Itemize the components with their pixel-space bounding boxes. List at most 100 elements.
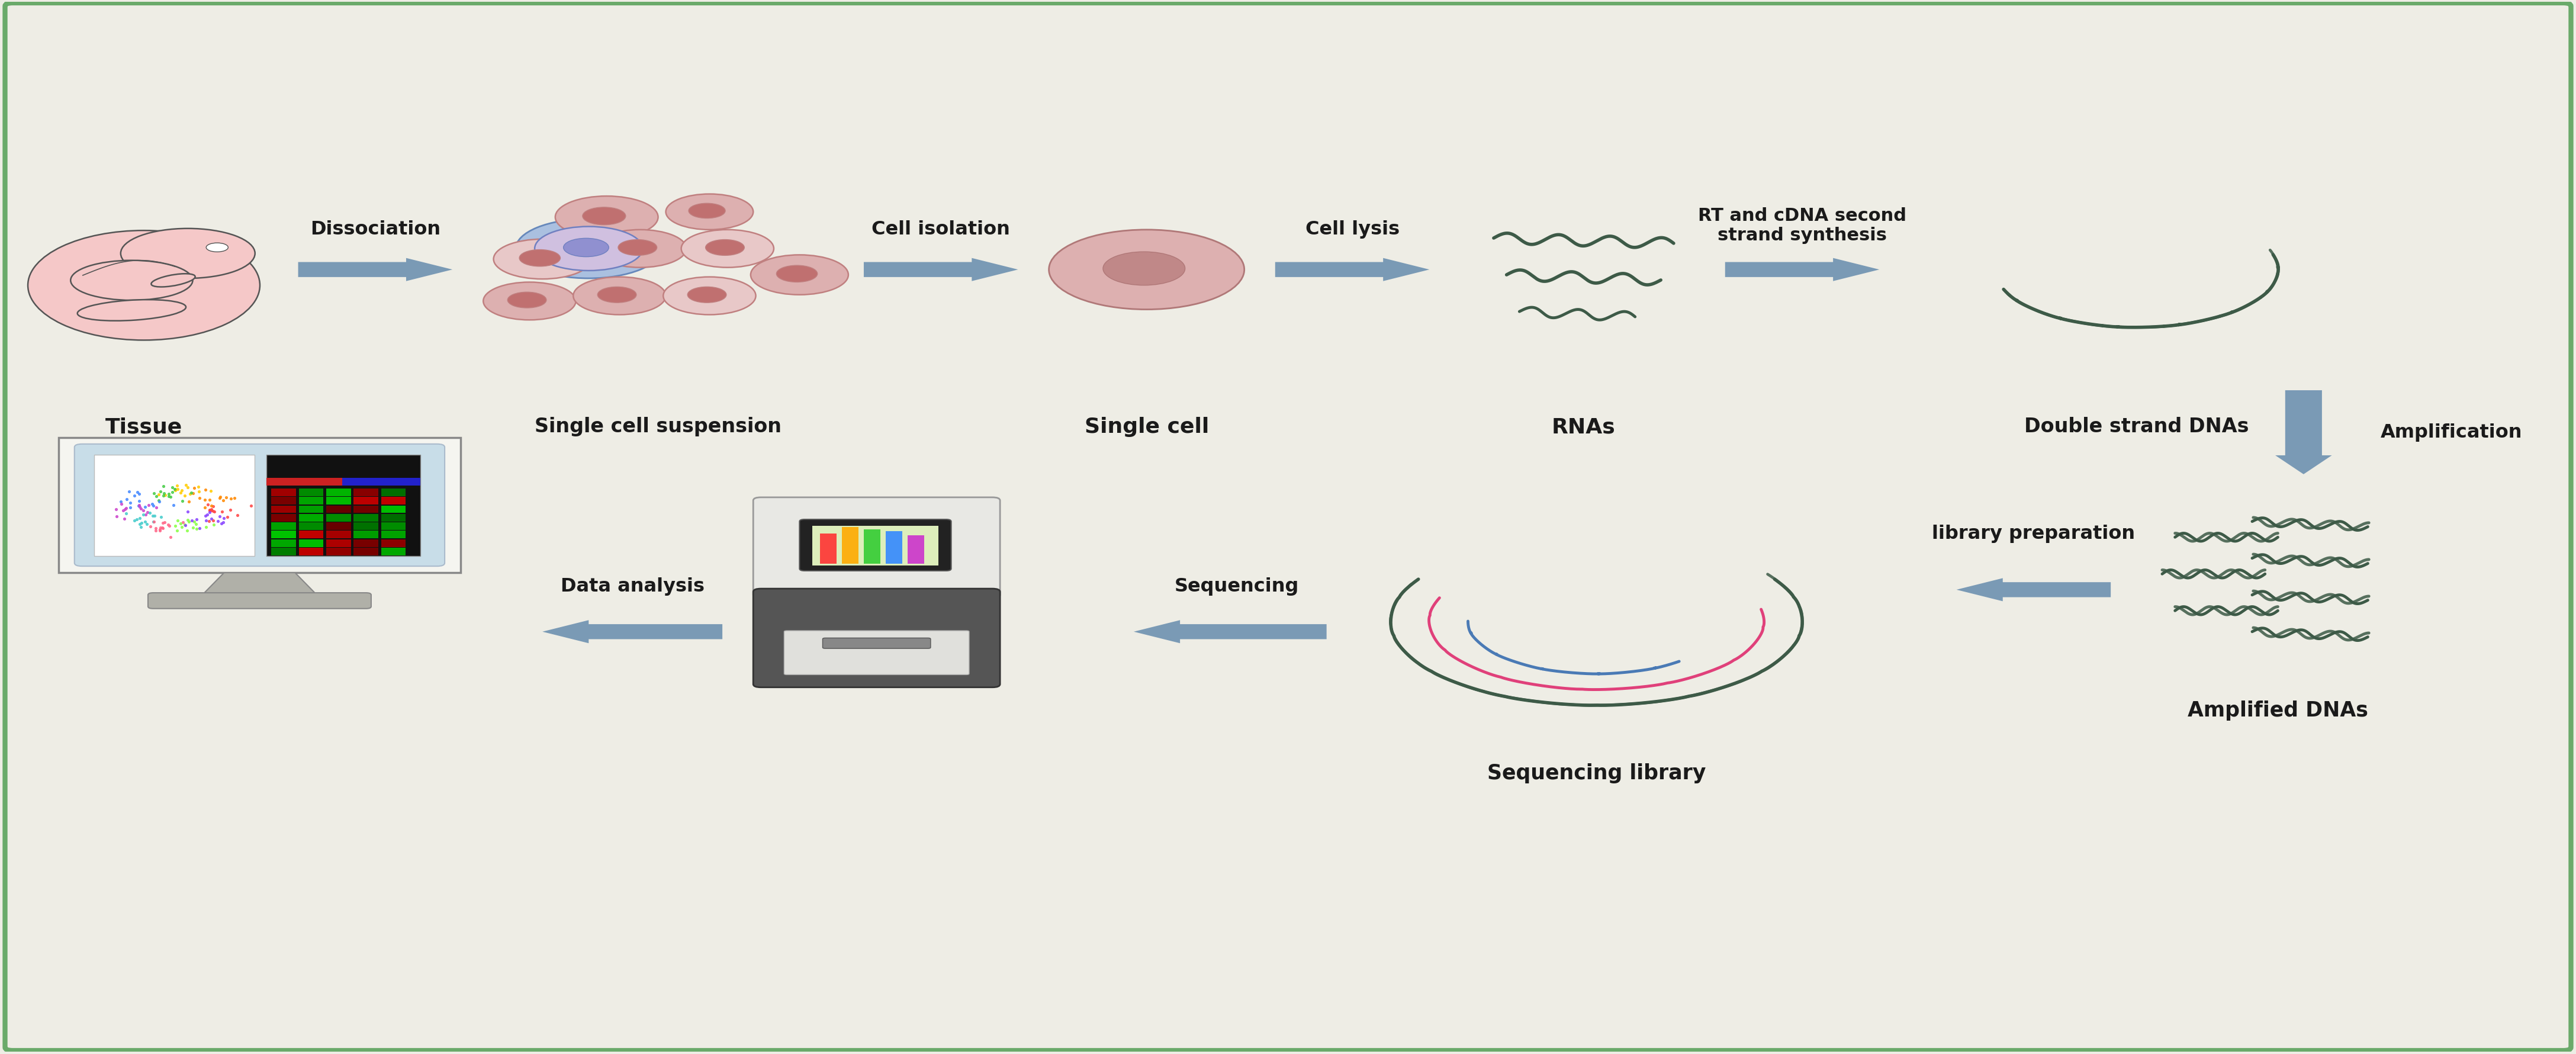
- Point: [178, 490, 219, 507]
- Point: [155, 481, 196, 497]
- Point: [193, 497, 234, 514]
- Point: [165, 516, 206, 533]
- Circle shape: [564, 238, 608, 257]
- Point: [152, 480, 193, 496]
- FancyBboxPatch shape: [353, 506, 379, 513]
- Point: [149, 529, 191, 546]
- FancyBboxPatch shape: [147, 593, 371, 609]
- Point: [201, 515, 242, 532]
- Point: [139, 484, 180, 501]
- Point: [108, 484, 149, 501]
- FancyBboxPatch shape: [822, 639, 930, 648]
- Circle shape: [520, 250, 562, 267]
- Point: [198, 490, 240, 507]
- Point: [118, 497, 160, 514]
- Point: [144, 487, 185, 504]
- Point: [183, 491, 224, 508]
- FancyBboxPatch shape: [327, 514, 350, 522]
- Circle shape: [688, 288, 726, 304]
- Ellipse shape: [121, 229, 255, 278]
- Text: Sequencing library: Sequencing library: [1486, 763, 1705, 783]
- Polygon shape: [201, 573, 319, 597]
- Point: [118, 499, 160, 515]
- FancyBboxPatch shape: [299, 540, 325, 547]
- Point: [152, 497, 193, 514]
- Circle shape: [750, 255, 848, 295]
- Point: [178, 520, 219, 536]
- FancyBboxPatch shape: [783, 631, 969, 675]
- Point: [103, 503, 144, 520]
- Point: [106, 505, 147, 522]
- Text: Double strand DNAs: Double strand DNAs: [2025, 416, 2249, 436]
- FancyBboxPatch shape: [299, 523, 325, 530]
- FancyBboxPatch shape: [381, 514, 407, 522]
- Text: RNAs: RNAs: [1551, 416, 1615, 437]
- Point: [126, 506, 167, 523]
- Text: Amplified DNAs: Amplified DNAs: [2187, 700, 2367, 720]
- FancyArrow shape: [2275, 391, 2331, 474]
- Point: [95, 501, 137, 518]
- Ellipse shape: [28, 231, 260, 340]
- Circle shape: [1048, 230, 1244, 310]
- FancyBboxPatch shape: [270, 531, 296, 539]
- Circle shape: [665, 194, 752, 230]
- Point: [170, 485, 211, 502]
- FancyBboxPatch shape: [353, 548, 379, 555]
- FancyBboxPatch shape: [75, 445, 446, 566]
- FancyArrow shape: [1275, 258, 1430, 281]
- FancyBboxPatch shape: [327, 540, 350, 547]
- Point: [144, 514, 185, 531]
- FancyBboxPatch shape: [381, 548, 407, 555]
- Text: Dissociation: Dissociation: [309, 220, 440, 238]
- FancyBboxPatch shape: [299, 514, 325, 522]
- Point: [155, 482, 196, 499]
- Point: [204, 510, 245, 527]
- Point: [126, 516, 167, 533]
- Point: [160, 515, 201, 532]
- FancyBboxPatch shape: [353, 523, 379, 530]
- Point: [118, 486, 160, 503]
- Circle shape: [495, 239, 592, 279]
- Circle shape: [206, 243, 229, 252]
- Text: Single cell: Single cell: [1084, 416, 1208, 437]
- Text: Cell lysis: Cell lysis: [1306, 220, 1399, 238]
- Point: [167, 512, 209, 529]
- Circle shape: [507, 292, 546, 309]
- Point: [167, 493, 209, 510]
- FancyBboxPatch shape: [353, 497, 379, 505]
- FancyBboxPatch shape: [299, 531, 325, 539]
- Point: [131, 497, 173, 514]
- Point: [149, 489, 191, 506]
- Point: [137, 488, 178, 505]
- Point: [193, 512, 234, 529]
- Point: [121, 519, 162, 535]
- FancyArrow shape: [1726, 258, 1880, 281]
- Text: library preparation: library preparation: [1932, 525, 2136, 543]
- Point: [149, 488, 191, 505]
- FancyBboxPatch shape: [270, 514, 296, 522]
- FancyBboxPatch shape: [381, 531, 407, 539]
- Point: [139, 522, 180, 539]
- FancyBboxPatch shape: [353, 514, 379, 522]
- Point: [106, 491, 147, 508]
- Point: [198, 508, 240, 525]
- Point: [142, 520, 183, 536]
- FancyBboxPatch shape: [327, 531, 350, 539]
- FancyBboxPatch shape: [270, 489, 296, 496]
- Point: [118, 497, 160, 514]
- Point: [134, 521, 175, 538]
- Point: [193, 504, 234, 521]
- Point: [142, 515, 183, 532]
- Circle shape: [1103, 252, 1185, 286]
- Point: [108, 500, 149, 516]
- Point: [139, 492, 180, 509]
- Point: [111, 494, 152, 511]
- Point: [173, 520, 214, 536]
- Point: [185, 512, 227, 529]
- Text: Sequencing: Sequencing: [1175, 577, 1298, 596]
- FancyBboxPatch shape: [270, 548, 296, 555]
- Point: [209, 502, 250, 519]
- Point: [118, 510, 160, 527]
- Point: [129, 505, 170, 522]
- FancyBboxPatch shape: [270, 506, 296, 513]
